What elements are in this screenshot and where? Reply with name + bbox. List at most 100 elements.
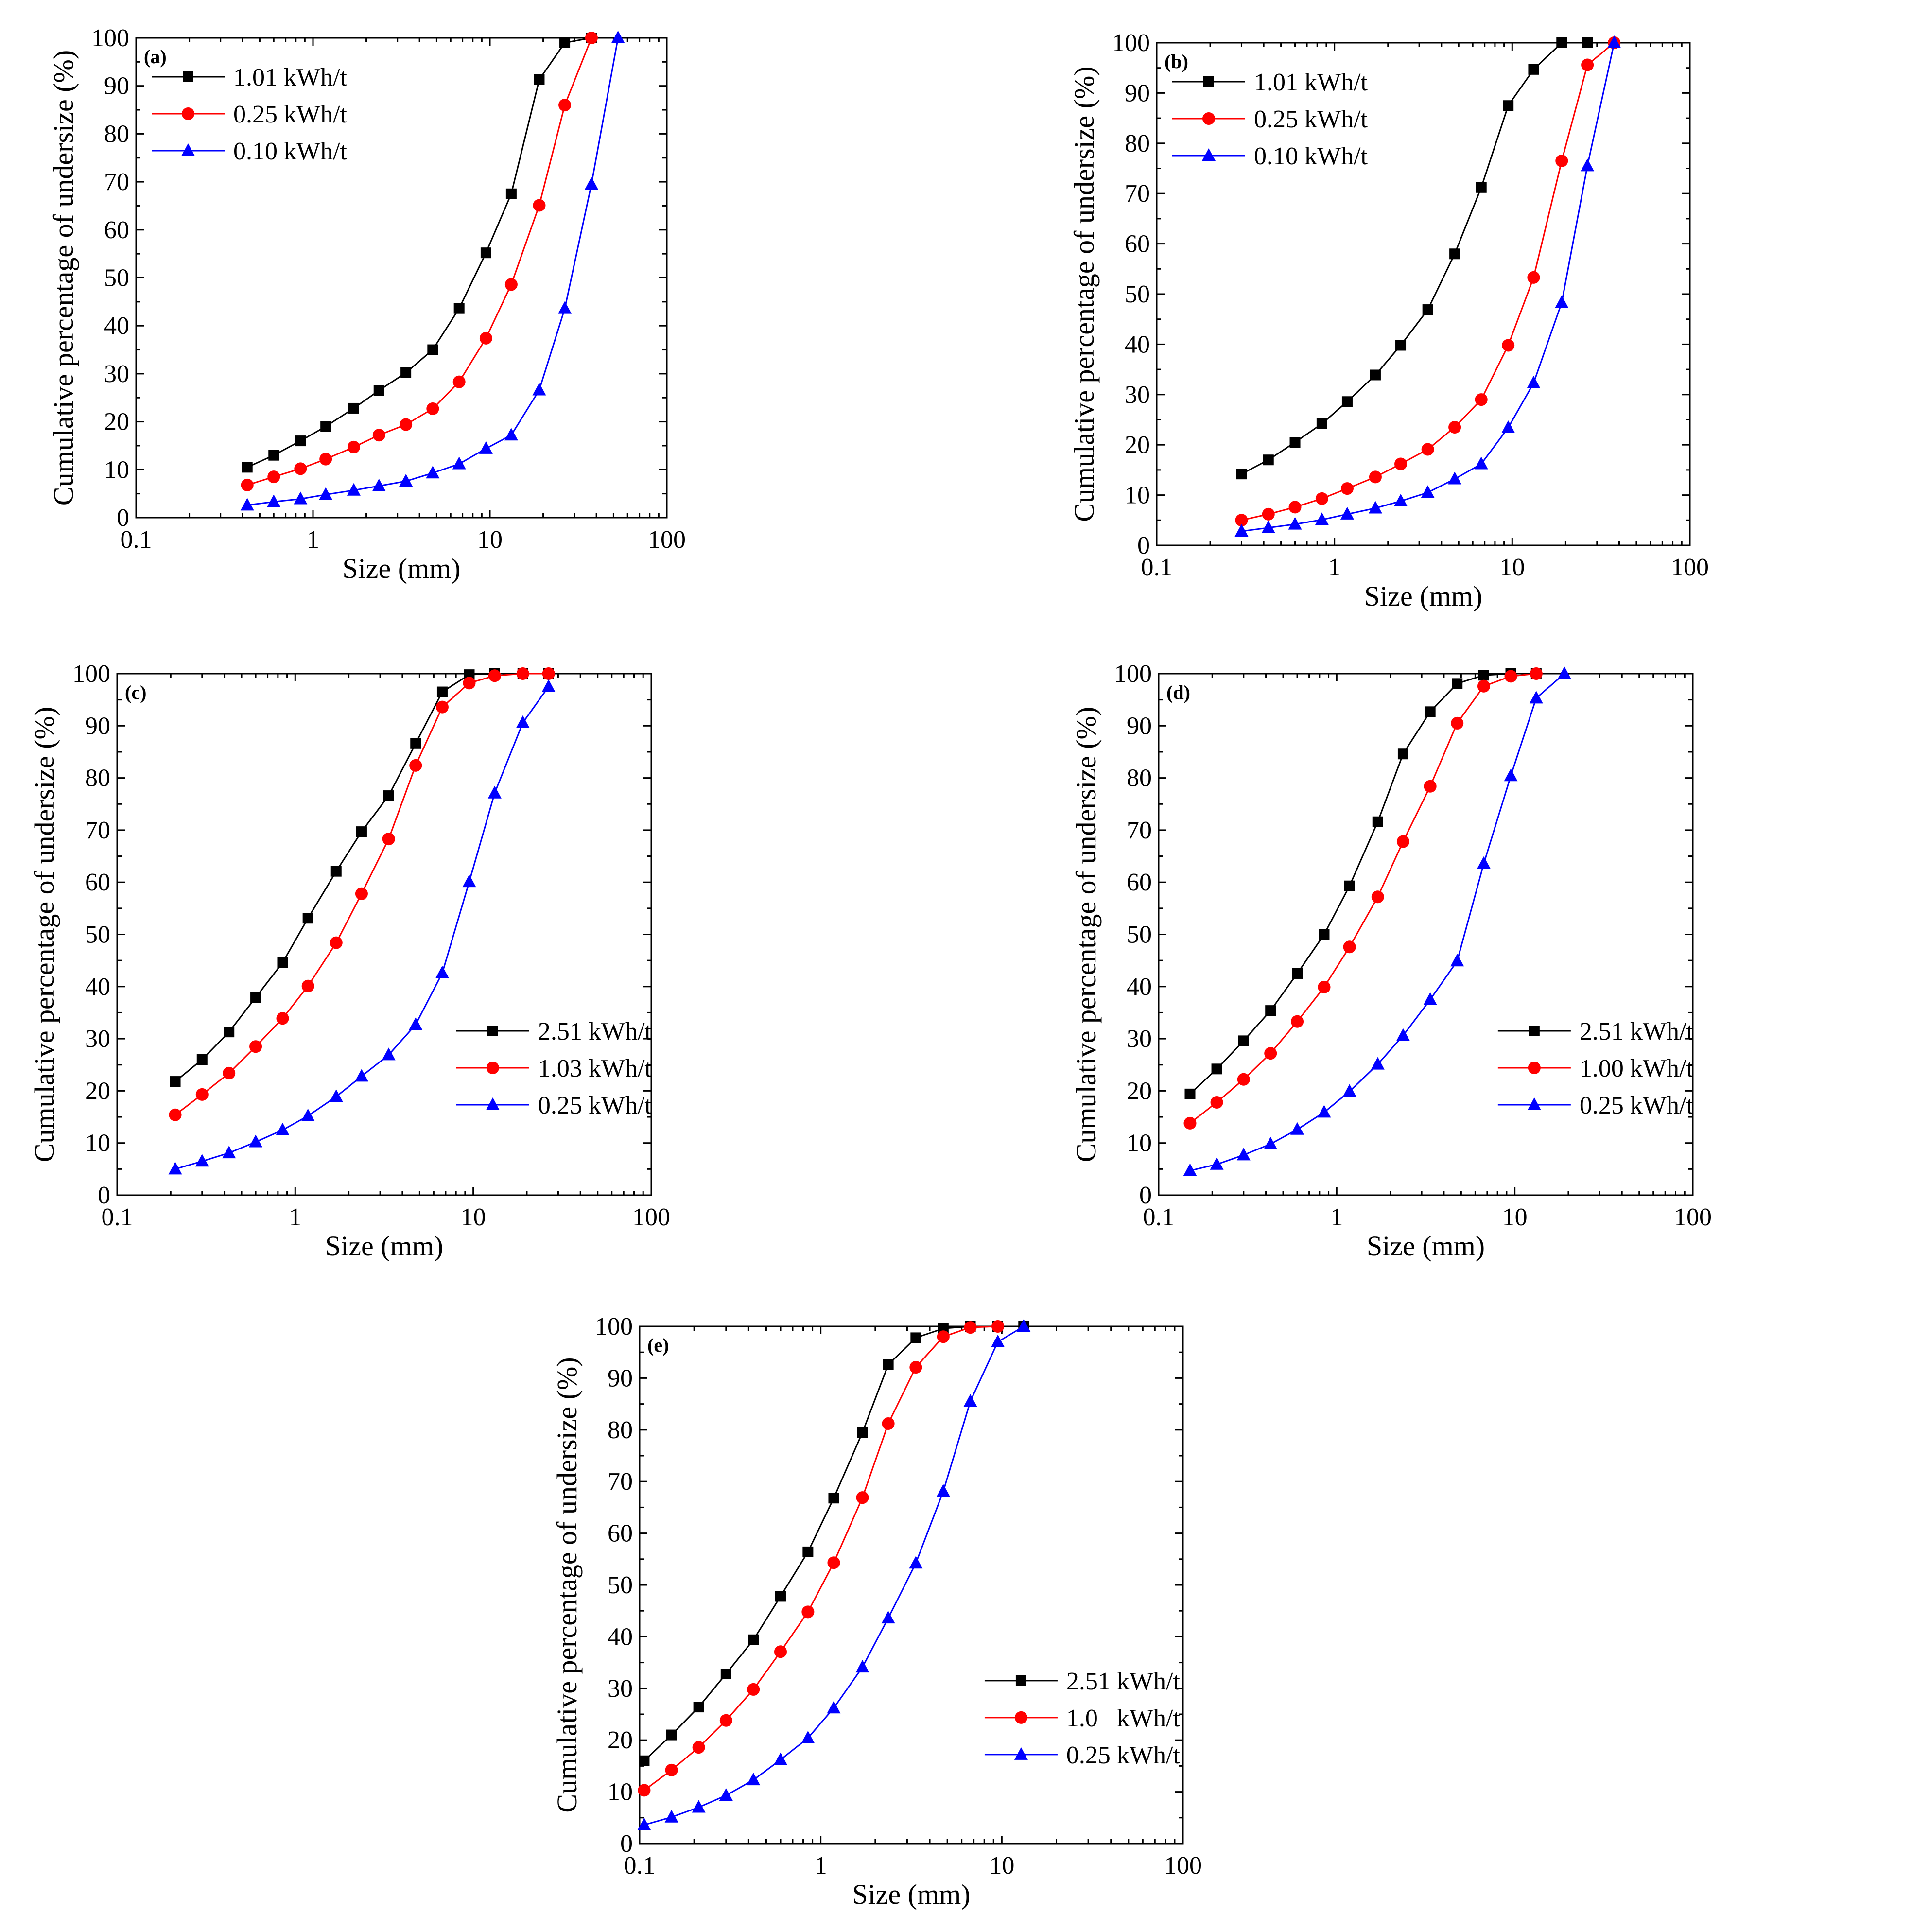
data-point <box>937 1330 950 1343</box>
data-point <box>802 1546 814 1557</box>
data-point <box>541 679 556 692</box>
y-tick-label: 40 <box>1127 973 1152 1001</box>
x-tick-label: 0.1 <box>624 1852 656 1880</box>
data-point <box>347 483 361 496</box>
data-point <box>1581 158 1595 172</box>
x-axis: 0.1 1 10 100 <box>121 38 686 554</box>
data-point <box>382 833 395 846</box>
data-point <box>1183 1163 1197 1176</box>
panel-label: (c) <box>125 681 146 703</box>
data-point <box>1238 1035 1249 1046</box>
data-point <box>1397 748 1408 760</box>
data-point <box>1234 524 1249 537</box>
data-point <box>295 435 306 447</box>
data-point <box>1292 968 1303 979</box>
data-point <box>1425 706 1436 717</box>
legend: 2.51 kWh/t 1.03 kWh/t 0.25 kWh/t <box>456 1018 652 1119</box>
data-point <box>222 1146 236 1159</box>
x-tick-label: 10 <box>461 1203 486 1231</box>
data-point <box>169 1108 182 1121</box>
data-point <box>542 667 555 680</box>
data-point <box>747 1773 761 1786</box>
data-point <box>827 1556 840 1569</box>
legend-label: 0.25 kWh/t <box>233 101 348 128</box>
data-point <box>1449 248 1460 260</box>
legend-marker <box>1202 112 1215 125</box>
data-point <box>505 188 517 199</box>
x-tick-label: 100 <box>648 526 686 554</box>
x-tick-label: 0.1 <box>1143 1203 1175 1231</box>
y-tick-label: 90 <box>1125 79 1150 107</box>
series-line <box>1189 673 1536 1124</box>
data-point <box>801 1730 815 1743</box>
series-1 <box>1236 37 1593 480</box>
series-3 <box>637 1319 1031 1830</box>
y-tick-label: 30 <box>1127 1025 1152 1053</box>
legend-label: 2.51 kWh/t <box>1066 1668 1181 1695</box>
data-point <box>719 1788 733 1801</box>
x-tick-label: 10 <box>477 526 503 554</box>
data-point <box>828 1493 839 1504</box>
legend-label: 2.51 kWh/t <box>538 1018 652 1045</box>
x-tick-label: 1 <box>815 1852 827 1880</box>
data-point <box>1530 667 1543 680</box>
data-point <box>195 1088 209 1101</box>
series-3 <box>1234 35 1621 537</box>
data-point <box>1319 929 1330 940</box>
data-point <box>1263 454 1274 466</box>
data-point <box>1581 58 1594 71</box>
data-point <box>1183 1116 1197 1130</box>
legend-label: 1.00 kWh/t <box>1580 1055 1694 1082</box>
y-tick-label: 40 <box>1125 331 1150 358</box>
y-axis: 0 10 20 30 40 50 60 70 80 90 100 <box>595 1313 1183 1858</box>
data-point <box>1237 1073 1250 1086</box>
data-point <box>1555 295 1569 308</box>
data-point <box>435 965 449 978</box>
y-axis-title: Cumulative percentage of undersize (%) <box>48 50 79 505</box>
y-tick-label: 80 <box>1125 130 1150 157</box>
x-tick-label: 10 <box>1502 1203 1528 1231</box>
data-point <box>1288 517 1302 530</box>
data-point <box>1315 512 1329 525</box>
data-point <box>1504 670 1517 683</box>
legend-marker <box>181 143 195 156</box>
legend-marker <box>486 1097 500 1111</box>
data-point <box>453 303 465 314</box>
data-point <box>302 913 313 924</box>
y-tick-label: 20 <box>1127 1077 1152 1105</box>
data-point <box>1557 666 1571 679</box>
data-point <box>881 1611 895 1624</box>
data-point <box>1395 340 1407 351</box>
data-point <box>504 428 518 441</box>
data-point <box>242 462 253 473</box>
panel-d: 0 10 20 30 40 50 60 70 80 90 100 0.1 1 10 100 Size (mm)… <box>1070 660 1712 1262</box>
y-tick-label: 70 <box>1125 180 1150 208</box>
data-point <box>435 700 449 714</box>
panel-label: (b) <box>1165 51 1188 72</box>
panel-label: (d) <box>1166 681 1190 703</box>
x-tick-label: 100 <box>1674 1203 1712 1231</box>
data-point <box>348 402 359 414</box>
data-point <box>480 247 491 259</box>
series-2 <box>1235 36 1621 527</box>
panel-label: (a) <box>144 46 167 68</box>
data-point <box>479 331 492 345</box>
legend: 1.01 kWh/t 0.25 kWh/t 0.10 kWh/t <box>152 64 348 165</box>
data-point <box>400 367 412 378</box>
y-tick-label: 60 <box>85 869 110 896</box>
y-tick-label: 10 <box>104 456 129 484</box>
data-point <box>399 473 413 487</box>
data-point <box>559 37 571 48</box>
legend: 1.01 kWh/t 0.25 kWh/t 0.10 kWh/t <box>1172 69 1368 170</box>
data-point <box>1582 37 1593 48</box>
data-point <box>1370 369 1381 381</box>
data-point <box>611 31 625 43</box>
legend-marker <box>1014 1711 1027 1724</box>
x-tick-label: 100 <box>632 1203 670 1231</box>
data-point <box>910 1332 921 1343</box>
legend-label: 1.01 kWh/t <box>233 64 348 91</box>
data-point <box>1316 418 1327 429</box>
y-tick-label: 70 <box>104 168 129 196</box>
data-point <box>267 494 281 507</box>
